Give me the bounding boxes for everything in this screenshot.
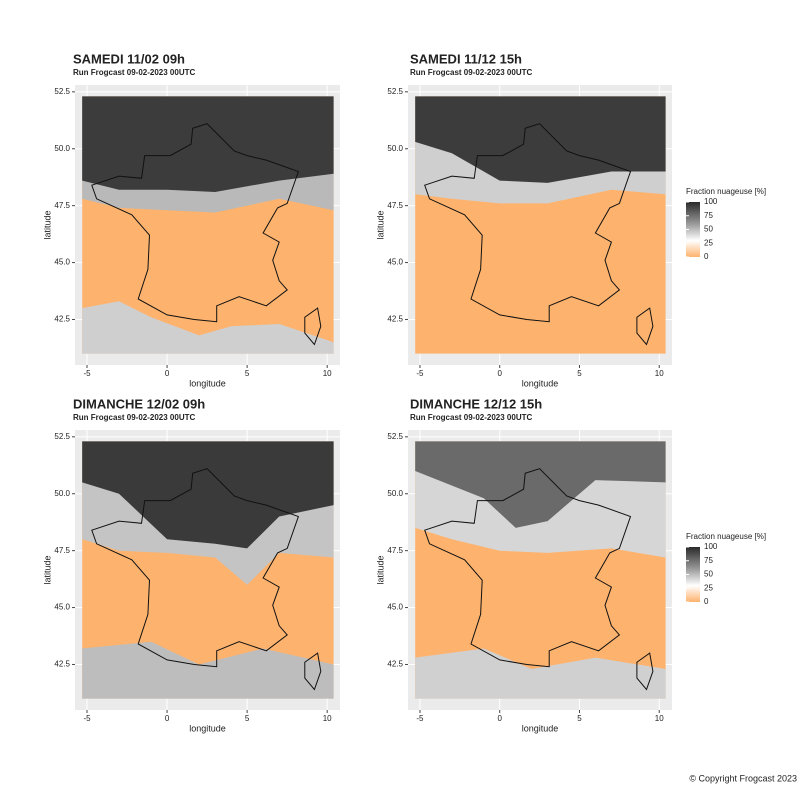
corsica-outline: [636, 652, 654, 691]
y-tick-label: 45.0: [54, 258, 70, 267]
x-tick-label: 5: [577, 369, 582, 378]
cloud-area: [82, 641, 334, 699]
y-tick-label: 50.0: [54, 489, 70, 498]
copyright: © Copyright Frogcast 2023: [689, 773, 797, 783]
x-tick-label: 0: [497, 369, 502, 378]
france-outline: [91, 123, 300, 323]
y-tick-label: 47.5: [54, 546, 70, 555]
cloud-area: [82, 96, 334, 192]
legend-tick-label: 0: [704, 252, 709, 261]
legend-tick-label: 50: [704, 570, 713, 579]
cloud-area: [415, 648, 666, 699]
y-tick-label: 45.0: [387, 258, 403, 267]
france-outline: [424, 468, 632, 668]
x-tick-label: -5: [83, 369, 91, 378]
panel-title: DIMANCHE 12/02 09h: [73, 396, 205, 411]
corsica-outline: [304, 307, 322, 346]
legend-title: Fraction nuageuse [%]: [686, 532, 766, 541]
x-tick-label: -5: [416, 714, 424, 723]
y-tick-label: 47.5: [54, 201, 70, 210]
y-tick-label: 50.0: [387, 144, 403, 153]
legend-tick-label: 0: [704, 597, 709, 606]
legend-tick-label: 25: [704, 583, 713, 592]
y-axis-label: latitude: [375, 210, 385, 239]
legend-colorbar: [686, 202, 700, 257]
x-tick-label: 5: [245, 714, 250, 723]
y-tick-label: 42.5: [387, 660, 403, 669]
x-axis-label: longitude: [522, 723, 559, 733]
corsica-outline: [636, 307, 654, 346]
y-tick-label: 42.5: [54, 315, 70, 324]
y-tick-label: 42.5: [54, 660, 70, 669]
y-tick-label: 52.5: [54, 87, 70, 96]
legend-title: Fraction nuageuse [%]: [686, 187, 766, 196]
panel-subtitle: Run Frogcast 09-02-2023 00UTC: [410, 413, 532, 422]
legend-tick-label: 25: [704, 238, 713, 247]
y-tick-label: 47.5: [387, 546, 403, 555]
legend-colorbar: [686, 547, 700, 602]
panel-title: SAMEDI 11/02 09h: [73, 51, 185, 66]
panel-subtitle: Run Frogcast 09-02-2023 00UTC: [410, 68, 532, 77]
x-axis-label: longitude: [522, 378, 559, 388]
x-tick-label: -5: [83, 714, 91, 723]
legend-tick-label: 75: [704, 211, 713, 220]
panel-subtitle: Run Frogcast 09-02-2023 00UTC: [73, 68, 195, 77]
legend-tick-label: 100: [704, 542, 718, 551]
y-tick-label: 42.5: [387, 315, 403, 324]
y-tick-label: 50.0: [54, 144, 70, 153]
cloud-area: [82, 441, 334, 549]
y-tick-label: 52.5: [387, 87, 403, 96]
x-tick-label: 0: [165, 369, 170, 378]
y-axis-label: latitude: [375, 555, 385, 584]
legend-tick-label: 50: [704, 225, 713, 234]
y-tick-label: 52.5: [387, 432, 403, 441]
y-axis-label: latitude: [42, 555, 52, 584]
x-tick-label: -5: [416, 369, 424, 378]
panel-subtitle: Run Frogcast 09-02-2023 00UTC: [73, 413, 195, 422]
x-tick-label: 10: [323, 714, 332, 723]
y-tick-label: 52.5: [54, 432, 70, 441]
x-tick-label: 0: [165, 714, 170, 723]
y-axis-label: latitude: [42, 210, 52, 239]
cloud-area: [415, 441, 666, 528]
france-outline: [91, 468, 300, 668]
cloud-area: [82, 301, 334, 354]
x-axis-label: longitude: [189, 378, 226, 388]
legend-tick-label: 100: [704, 197, 718, 206]
y-tick-label: 47.5: [387, 201, 403, 210]
y-tick-label: 45.0: [54, 603, 70, 612]
x-tick-label: 0: [497, 714, 502, 723]
y-tick-label: 45.0: [387, 603, 403, 612]
x-tick-label: 5: [245, 369, 250, 378]
x-tick-label: 5: [577, 714, 582, 723]
y-tick-label: 50.0: [387, 489, 403, 498]
x-axis-label: longitude: [189, 723, 226, 733]
x-tick-label: 10: [655, 714, 664, 723]
panel-title: SAMEDI 11/12 15h: [410, 51, 522, 66]
france-outline: [424, 123, 632, 323]
x-tick-label: 10: [323, 369, 332, 378]
panel-title: DIMANCHE 12/12 15h: [410, 396, 542, 411]
x-tick-label: 10: [655, 369, 664, 378]
corsica-outline: [304, 652, 322, 691]
legend-tick-label: 75: [704, 556, 713, 565]
